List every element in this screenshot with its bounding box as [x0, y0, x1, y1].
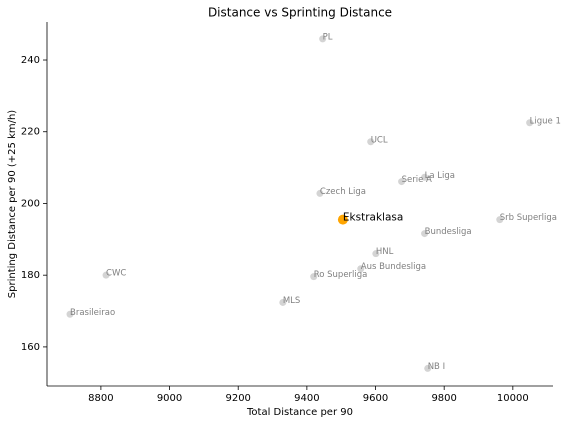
point-label: Serie A	[402, 175, 432, 185]
y-tick-label: 200	[21, 198, 40, 209]
point-label: Ligue 1	[530, 116, 561, 126]
point-label: Bundesliga	[425, 227, 472, 237]
point-label: Czech Liga	[320, 187, 366, 197]
y-tick-label: 220	[21, 127, 40, 138]
x-tick-label: 8800	[88, 393, 113, 404]
point-label: CWC	[106, 269, 126, 279]
point-label: Ekstraklasa	[343, 212, 403, 224]
point	[421, 173, 429, 181]
point	[398, 178, 406, 186]
y-axis-label: Sprinting Distance per 90 (+25 km/h)	[7, 110, 18, 299]
point	[310, 273, 318, 281]
x-tick-label: 9000	[157, 393, 182, 404]
x-tick-label: 9200	[225, 393, 250, 404]
x-axis-label: Total Distance per 90	[246, 407, 353, 418]
y-tick-label: 180	[21, 270, 40, 281]
point-label: Ro Superliga	[314, 270, 368, 280]
point-label: La Liga	[425, 171, 455, 181]
point	[66, 310, 74, 318]
point-label: HNL	[376, 247, 394, 257]
point	[279, 298, 287, 306]
point-label: MLS	[283, 296, 300, 306]
point-label: PL	[323, 32, 333, 42]
point-label: UCL	[371, 135, 388, 145]
x-tick-label: 9600	[363, 393, 388, 404]
point-label: Srb Superliga	[500, 213, 557, 223]
point-label: Aus Bundesliga	[361, 262, 426, 272]
x-tick-label: 9800	[431, 393, 456, 404]
point	[424, 364, 432, 372]
point	[316, 189, 324, 197]
chart-title: Distance vs Sprinting Distance	[208, 6, 392, 20]
point	[526, 119, 534, 127]
point	[421, 230, 429, 238]
point	[319, 35, 327, 43]
point	[372, 250, 380, 258]
x-tick-label: 10000	[497, 393, 529, 404]
y-tick-label: 240	[21, 55, 40, 66]
point-label: NB I	[428, 362, 445, 372]
point-label: Brasileirao	[70, 308, 115, 318]
point	[337, 214, 348, 225]
point	[367, 138, 375, 146]
x-tick-label: 9400	[294, 393, 319, 404]
point	[496, 216, 504, 224]
point	[357, 265, 365, 273]
y-tick-label: 160	[21, 342, 40, 353]
point	[102, 271, 110, 279]
